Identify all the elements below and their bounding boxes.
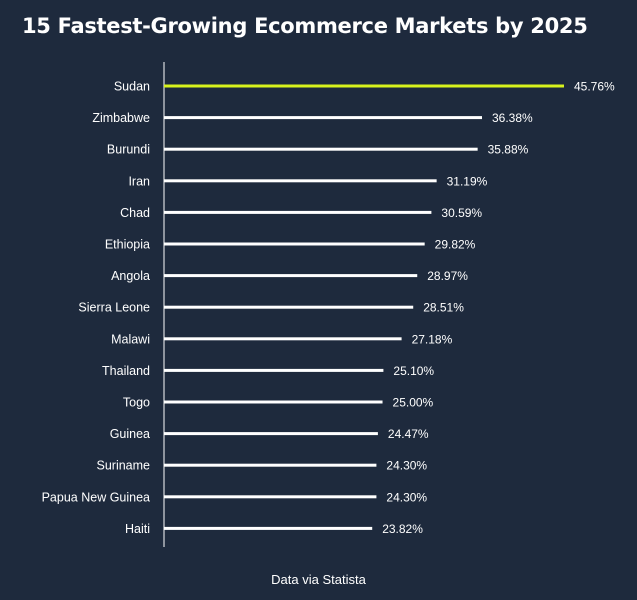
value-label: 45.76% [574,80,615,94]
bar [164,305,414,309]
value-label: 24.47% [388,427,429,441]
bar [164,210,432,214]
value-label: 24.30% [386,490,427,504]
bar [164,463,377,467]
value-label: 28.51% [423,301,464,315]
category-label: Guinea [110,427,150,441]
category-label: Angola [111,269,150,283]
bar [164,242,425,246]
bar [164,179,437,183]
value-label: 31.19% [447,174,488,188]
category-label: Malawi [111,332,150,346]
category-label: Suriname [97,459,151,473]
category-label: Chad [120,206,150,220]
bar [164,116,483,120]
bar [164,400,383,404]
category-label: Thailand [102,364,150,378]
value-label: 24.30% [386,459,427,473]
value-label: 28.97% [427,269,468,283]
value-label: 25.10% [393,364,434,378]
source-caption: Data via Statista [271,572,366,587]
category-label: Burundi [107,143,150,157]
category-label: Sierra Leone [78,301,150,315]
bar [164,337,402,341]
value-label: 25.00% [393,396,434,410]
category-label: Haiti [125,522,150,536]
category-label: Sudan [114,80,150,94]
chart-title: 15 Fastest-Growing Ecommerce Markets by … [22,14,588,38]
bar [164,368,384,372]
bar [164,274,418,278]
value-label: 23.82% [382,522,423,536]
bar [164,432,378,436]
bar [164,526,373,530]
value-label: 29.82% [435,238,476,252]
category-label: Iran [128,174,150,188]
value-label: 35.88% [488,143,529,157]
bar-highlighted [164,84,564,88]
value-label: 30.59% [441,206,482,220]
category-label: Ethiopia [105,238,150,252]
category-label: Zimbabwe [92,111,150,125]
bar [164,147,478,151]
category-label: Togo [123,396,150,410]
category-label: Papua New Guinea [42,490,150,504]
value-label: 27.18% [412,332,453,346]
bar [164,495,377,499]
value-label: 36.38% [492,111,533,125]
